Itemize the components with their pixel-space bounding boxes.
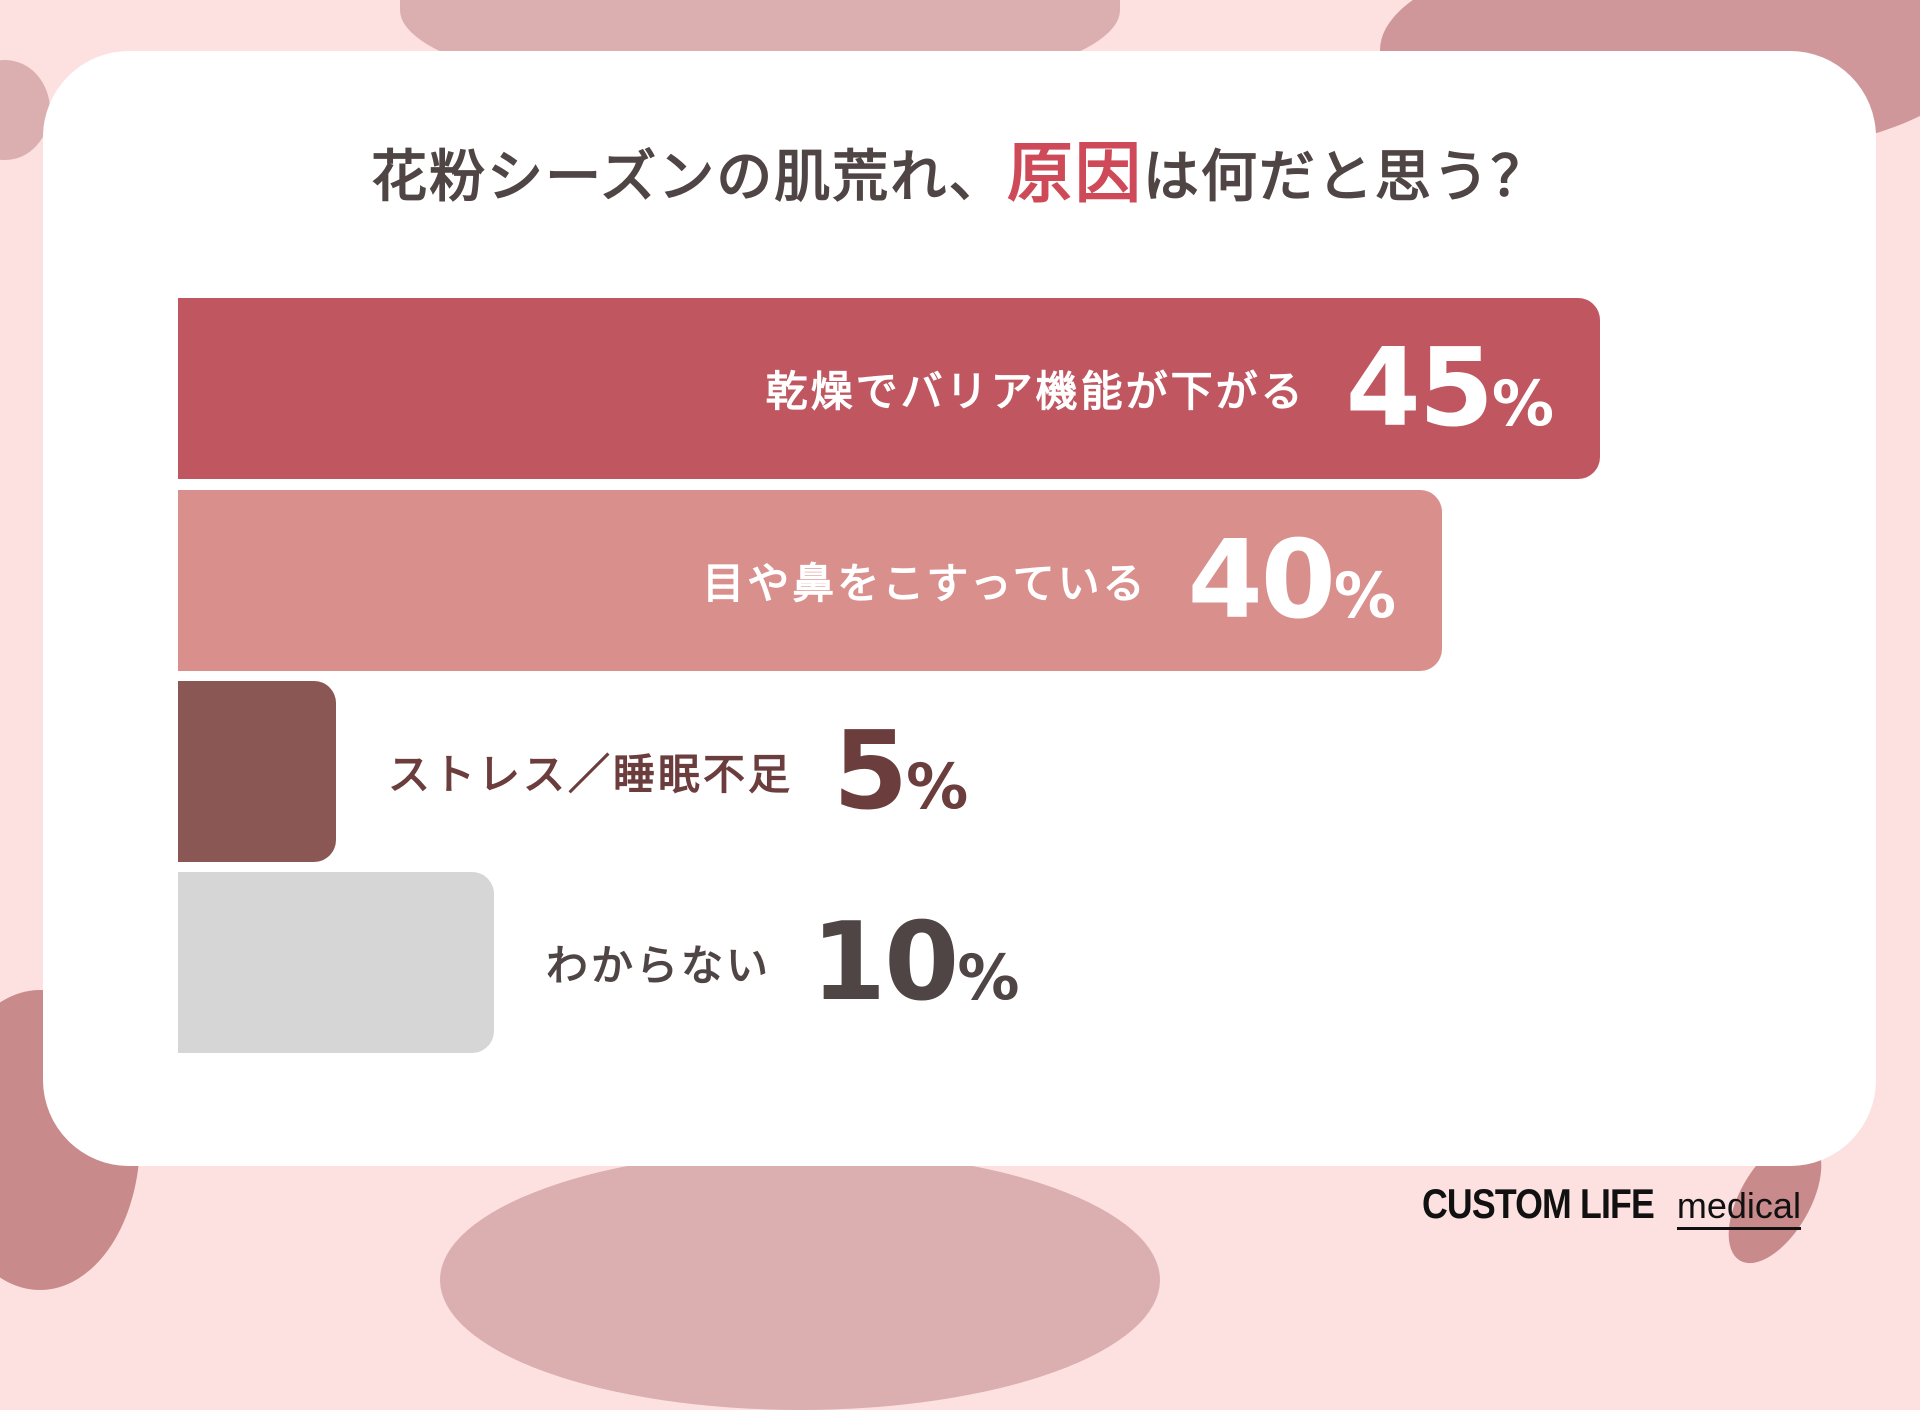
category-label: ストレス／睡眠不足 [388, 750, 794, 799]
bar [178, 681, 336, 862]
bar [178, 298, 1600, 479]
logo: CUSTOM LIFE medical [1422, 1180, 1801, 1230]
title-text: 花粉シーズンの肌荒れ、 [371, 145, 1007, 210]
chart-title: 花粉シーズンの肌荒れ、原因は何だと思う？ [0, 120, 1920, 216]
logo-main: CUSTOM LIFE [1422, 1180, 1655, 1227]
bar-label-row: わからない 10% [546, 872, 1019, 1053]
bar-label-row: 乾燥でバリア機能が下がる 45% [178, 298, 1554, 479]
bar-label-row: 目や鼻をこすっている 40% [178, 490, 1396, 671]
bar-label-row: ストレス／睡眠不足 5% [388, 681, 968, 862]
bar [178, 872, 494, 1053]
title-highlight: 原因 [1006, 135, 1143, 212]
category-label: わからない [546, 941, 772, 990]
value-label: 45% [1345, 326, 1554, 451]
value-label: 10% [811, 900, 1019, 1025]
value-label: 5% [833, 709, 968, 834]
bar-chart: 乾燥でバリア機能が下がる 45% 目や鼻をこすっている 40% ストレス／睡眠不足 5% わ… [178, 298, 1600, 1053]
logo-sub: medical [1676, 1185, 1801, 1230]
category-label: 乾燥でバリア機能が下がる [765, 367, 1306, 416]
value-label: 40% [1187, 518, 1396, 643]
bar [178, 490, 1442, 671]
title-text-end: は何だと思う？ [1142, 145, 1549, 210]
category-label: 目や鼻をこすっている [702, 559, 1148, 608]
